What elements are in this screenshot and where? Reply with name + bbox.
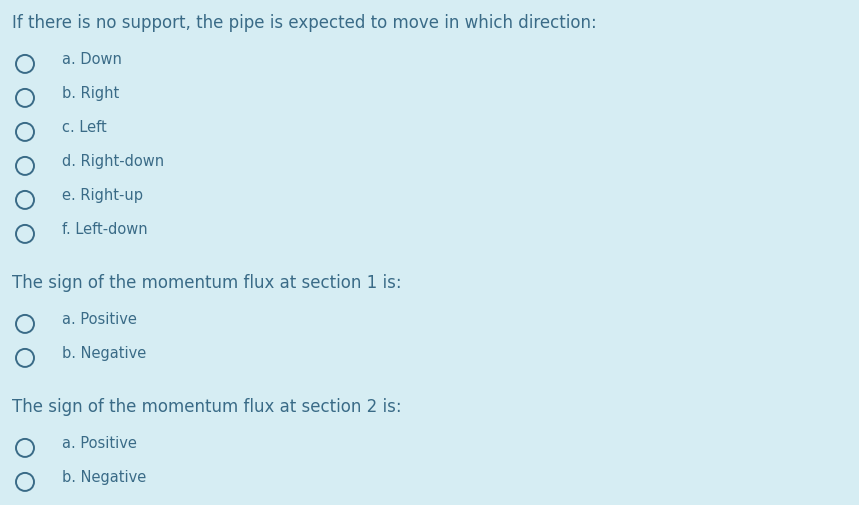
Text: a. Positive: a. Positive bbox=[62, 435, 137, 450]
Text: b. Negative: b. Negative bbox=[62, 345, 146, 360]
Text: a. Down: a. Down bbox=[62, 52, 122, 67]
Text: e. Right-up: e. Right-up bbox=[62, 188, 143, 203]
Text: a. Positive: a. Positive bbox=[62, 312, 137, 326]
Text: If there is no support, the pipe is expected to move in which direction:: If there is no support, the pipe is expe… bbox=[12, 14, 597, 32]
Text: b. Right: b. Right bbox=[62, 86, 119, 101]
Text: f. Left-down: f. Left-down bbox=[62, 222, 148, 236]
Text: b. Negative: b. Negative bbox=[62, 469, 146, 484]
Text: The sign of the momentum flux at section 1 is:: The sign of the momentum flux at section… bbox=[12, 274, 402, 291]
Text: c. Left: c. Left bbox=[62, 120, 107, 135]
Text: d. Right-down: d. Right-down bbox=[62, 154, 164, 169]
Text: The sign of the momentum flux at section 2 is:: The sign of the momentum flux at section… bbox=[12, 397, 402, 415]
